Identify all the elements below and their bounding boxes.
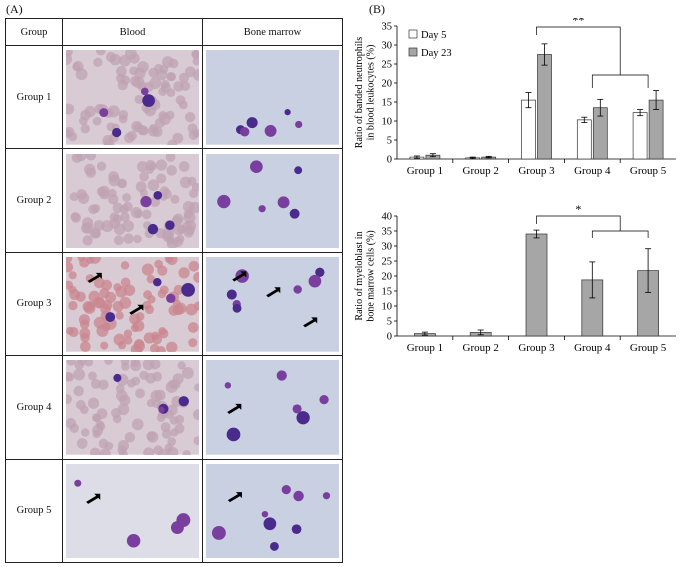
bone-marrow-micrograph xyxy=(202,458,343,564)
header-group: Group xyxy=(5,18,63,46)
group-label: Group 2 xyxy=(5,148,63,253)
y-tick-label: 25 xyxy=(382,60,393,71)
bone-marrow-micrograph xyxy=(202,251,343,357)
blood-micrograph xyxy=(62,458,203,564)
x-tick-label: Group 3 xyxy=(518,342,555,354)
y-tick-label: 35 xyxy=(382,22,393,33)
panel-b-label: (B) xyxy=(369,2,385,16)
blood-micrograph xyxy=(62,44,203,150)
y-tick-label: 10 xyxy=(382,117,393,128)
x-tick-label: Group 2 xyxy=(463,342,499,354)
y-tick-label: 40 xyxy=(382,212,393,223)
significance-bracket-sub xyxy=(591,74,649,88)
header-bone-marrow: Bone marrow xyxy=(202,18,343,46)
x-tick-label: Group 3 xyxy=(518,165,555,177)
legend-swatch xyxy=(408,47,418,57)
bar xyxy=(576,119,592,160)
table-row: Group 1 xyxy=(5,44,343,150)
legend-label: Day 5 xyxy=(421,30,446,41)
blood-micrograph xyxy=(62,148,203,253)
table-row: Group 2 xyxy=(5,148,343,253)
x-tick-label: Group 1 xyxy=(407,342,443,354)
y-axis-label: Ratio of myeloblast inbone marrow cells … xyxy=(354,230,377,321)
x-tick-label: Group 1 xyxy=(407,165,443,177)
blood-micrograph xyxy=(62,355,203,460)
group-label: Group 3 xyxy=(5,251,63,357)
y-tick-label: 10 xyxy=(382,302,393,313)
significance-bracket xyxy=(536,215,621,231)
legend-swatch xyxy=(408,29,418,39)
y-tick-label: 0 xyxy=(387,155,392,166)
bone-marrow-micrograph xyxy=(202,44,343,150)
bar xyxy=(521,99,536,160)
bar xyxy=(632,112,648,160)
blood-micrograph xyxy=(62,251,203,357)
bar xyxy=(525,233,548,337)
panel-a-label: (A) xyxy=(6,2,23,16)
y-tick-label: 5 xyxy=(387,317,392,328)
significance-bracket xyxy=(536,26,621,75)
banded-neutrophils-chart: Ratio of banded neutrophilsin blood leuk… xyxy=(354,18,676,177)
myeloblast-chart: Ratio of myeloblast inbone marrow cells … xyxy=(354,202,676,354)
group-label: Group 4 xyxy=(5,355,63,460)
y-tick-label: 30 xyxy=(382,41,393,52)
y-tick-label: 15 xyxy=(382,98,393,109)
significance-marker: ** xyxy=(572,18,584,27)
x-tick-label: Group 4 xyxy=(574,165,611,177)
group-label: Group 1 xyxy=(5,44,63,150)
group-label: Group 5 xyxy=(5,458,63,564)
y-tick-label: 15 xyxy=(382,287,393,298)
y-tick-label: 30 xyxy=(382,242,393,253)
header-blood: Blood xyxy=(62,18,203,46)
y-tick-label: 20 xyxy=(382,272,393,283)
table-row: Group 4 xyxy=(5,355,343,460)
significance-bracket-sub xyxy=(591,230,649,238)
x-tick-label: Group 2 xyxy=(463,165,499,177)
bone-marrow-micrograph xyxy=(202,148,343,253)
y-tick-label: 25 xyxy=(382,257,393,268)
table-row: Group 3 xyxy=(5,251,343,357)
y-tick-label: 5 xyxy=(387,136,392,147)
legend-label: Day 23 xyxy=(421,48,452,59)
y-axis-label: Ratio of banded neutrophilsin blood leuk… xyxy=(354,37,377,148)
table-row: Group 5 xyxy=(5,458,343,564)
y-tick-label: 20 xyxy=(382,79,393,90)
y-tick-label: 35 xyxy=(382,227,393,238)
table-header-row: Group Blood Bone marrow xyxy=(5,18,343,46)
x-tick-label: Group 4 xyxy=(574,342,611,354)
y-tick-label: 0 xyxy=(387,332,392,343)
bone-marrow-micrograph xyxy=(202,355,343,460)
x-tick-label: Group 5 xyxy=(630,165,667,177)
bar xyxy=(537,54,552,160)
x-tick-label: Group 5 xyxy=(630,342,667,354)
micrograph-table: Group Blood Bone marrow Group 1 Group 2 Gr… xyxy=(5,18,343,564)
significance-marker: * xyxy=(575,202,581,216)
